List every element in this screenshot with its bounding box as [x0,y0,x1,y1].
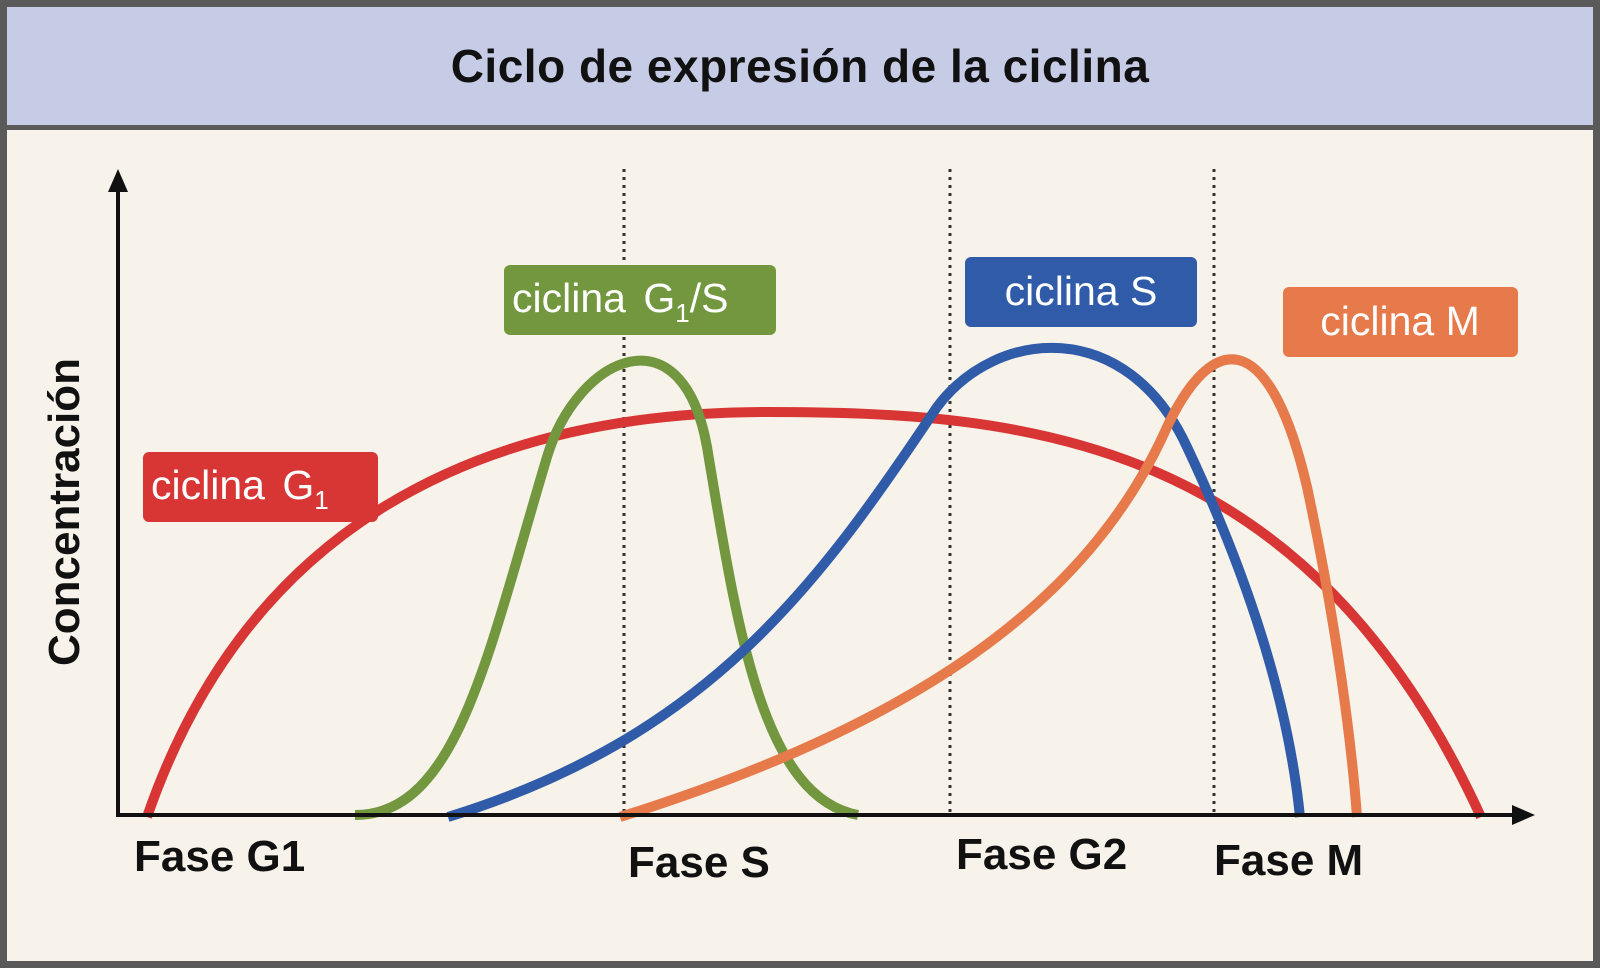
svg-text:ciclina G1/S: ciclina G1/S [512,275,728,328]
phase-label-g1: Fase G1 [134,832,305,881]
label-cyclin-m-text: ciclina M [1320,298,1479,344]
label-cyclin-g1s-suffix: /S [690,275,729,321]
label-cyclin-m: ciclina M [1283,287,1518,357]
curve-cyclin-g1 [142,406,1486,820]
phase-label-m: Fase M [1214,836,1363,885]
curve-cyclin-s [446,342,1305,822]
y-axis-label: Concentración [40,358,89,666]
diagram-title: Ciclo de expresión de la ciclina [450,40,1150,92]
label-cyclin-g1-text: ciclina [151,462,265,508]
title-bar: Ciclo de expresión de la ciclina [7,7,1593,130]
x-axis-arrow [1512,805,1535,825]
label-cyclin-g1-sub: 1 [314,485,328,515]
label-cyclin-g1: ciclina G1 [143,452,378,522]
svg-text:ciclina G1: ciclina G1 [151,462,329,515]
y-axis-arrow [108,169,128,192]
cyclin-plot: Concentración Fase G1 Fase S Fase G2 Fas… [40,169,1535,887]
label-cyclin-g1s: ciclina G1/S [504,265,776,335]
curve-cyclin-m [618,354,1362,822]
phase-label-g2: Fase G2 [956,830,1127,879]
label-cyclin-s-text: ciclina S [1005,268,1158,314]
curve-cyclin-g1s [354,355,860,820]
label-cyclin-g1s-sub: 1 [675,298,689,328]
label-cyclin-s: ciclina S [965,257,1197,327]
phase-label-s: Fase S [628,838,770,887]
label-cyclin-g1s-sym: G [643,275,675,321]
label-cyclin-g1s-text: ciclina [512,275,626,321]
label-cyclin-g1-sym: G [282,462,314,508]
